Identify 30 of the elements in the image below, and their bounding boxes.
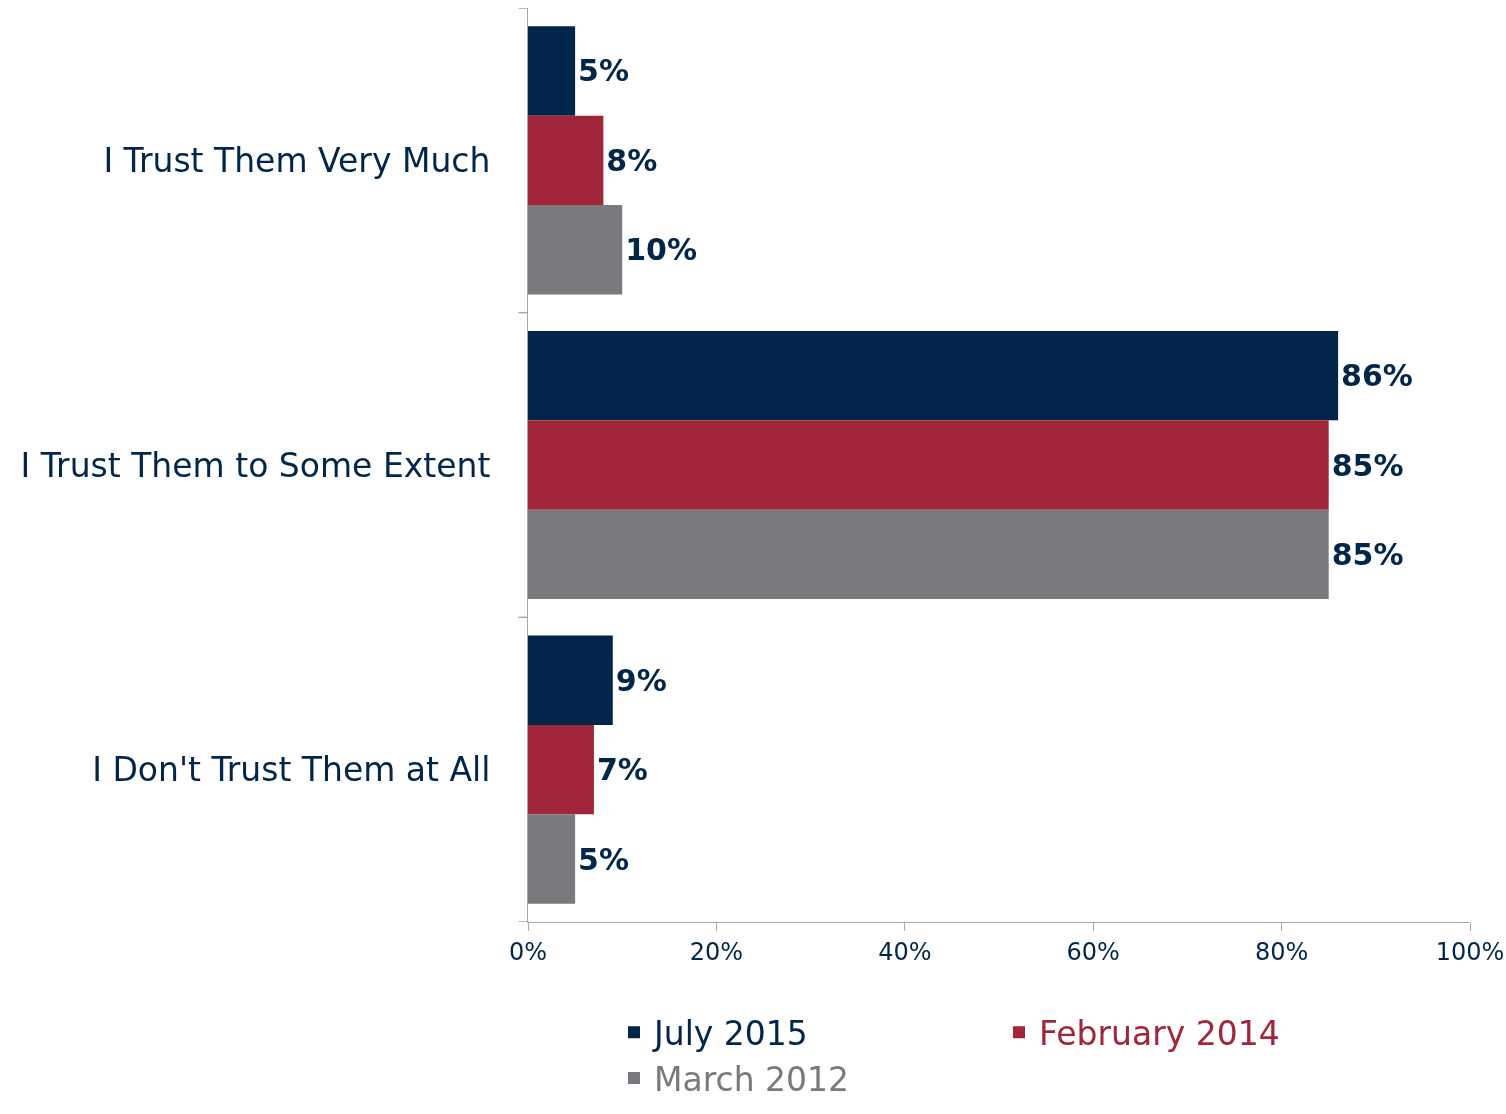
data-label: 5% xyxy=(578,53,630,89)
data-label: 85% xyxy=(1331,447,1404,483)
data-label: 5% xyxy=(578,841,630,877)
x-tick-label: 0% xyxy=(508,937,548,966)
bar xyxy=(528,330,1339,421)
bar xyxy=(528,635,613,725)
legend-label: July 2015 xyxy=(652,1014,808,1054)
x-tick-label: 100% xyxy=(1435,937,1505,966)
data-label: 10% xyxy=(625,232,698,268)
data-label: 86% xyxy=(1341,358,1413,394)
data-label: 85% xyxy=(1331,536,1404,572)
data-label: 8% xyxy=(606,142,658,178)
y-tick-label: I Trust Them to Some Extent xyxy=(20,445,491,485)
data-label: 7% xyxy=(596,752,648,788)
y-tick-label: I Don't Trust Them at All xyxy=(92,750,491,790)
x-tick-label: 40% xyxy=(878,937,932,966)
bar xyxy=(528,420,1329,510)
data-label: 9% xyxy=(615,662,667,698)
bar xyxy=(528,205,623,295)
legend-label: February 2014 xyxy=(1039,1014,1280,1054)
bar xyxy=(528,26,576,116)
bar xyxy=(528,724,594,815)
bar xyxy=(528,814,576,904)
x-tick-label: 60% xyxy=(1066,937,1120,966)
x-tick-label: 80% xyxy=(1254,937,1309,966)
bar xyxy=(528,115,604,206)
x-tick-label: 20% xyxy=(689,937,744,966)
legend-label: March 2012 xyxy=(654,1059,850,1099)
y-tick-label: I Trust Them Very Much xyxy=(103,140,491,180)
bar xyxy=(528,509,1329,600)
